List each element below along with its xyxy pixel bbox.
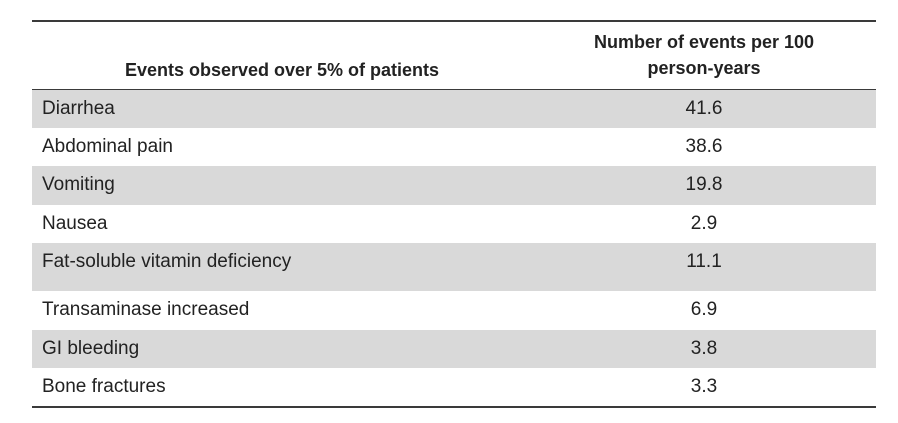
event-rate: 41.6 xyxy=(685,97,723,119)
event-name: Fat-soluble vitamin deficiency xyxy=(42,251,292,272)
header-rate: Number of events per 100 person-years xyxy=(532,21,876,89)
table-row: Transaminase increased 6.9 xyxy=(32,291,876,330)
table-row: Diarrhea 41.6 xyxy=(32,89,876,128)
table-row: Fat-soluble vitamin deficiency 11.1 xyxy=(32,243,876,291)
header-row: Events observed over 5% of patients Numb… xyxy=(32,21,876,89)
table-body: Diarrhea 41.6 Abdominal pain 38.6 Vomiti… xyxy=(32,89,876,407)
table-row: GI bleeding 3.8 xyxy=(32,329,876,368)
table-row: Bone fractures 3.3 xyxy=(32,368,876,407)
event-name: Bone fractures xyxy=(42,375,166,397)
adverse-events-table: Events observed over 5% of patients Numb… xyxy=(32,20,876,408)
event-name: Nausea xyxy=(42,212,108,234)
adverse-events-table-container: Events observed over 5% of patients Numb… xyxy=(32,20,876,408)
header-rate-line2: person-years xyxy=(647,58,761,79)
event-name: Transaminase increased xyxy=(42,299,250,321)
table-header: Events observed over 5% of patients Numb… xyxy=(32,21,876,89)
event-rate: 3.3 xyxy=(690,375,718,397)
event-rate: 19.8 xyxy=(685,174,723,196)
table-row: Nausea 2.9 xyxy=(32,205,876,244)
header-events: Events observed over 5% of patients xyxy=(124,59,440,80)
event-name: Abdominal pain xyxy=(42,135,173,157)
event-name: Vomiting xyxy=(42,174,115,196)
event-rate: 3.8 xyxy=(690,337,718,359)
event-rate: 6.9 xyxy=(690,299,718,321)
event-rate: 38.6 xyxy=(685,135,723,157)
event-name: Diarrhea xyxy=(42,97,115,119)
header-rate-line1: Number of events per 100 xyxy=(593,32,815,53)
event-rate: 11.1 xyxy=(686,251,722,272)
table-row: Vomiting 19.8 xyxy=(32,166,876,205)
table-row: Abdominal pain 38.6 xyxy=(32,128,876,167)
event-rate: 2.9 xyxy=(690,212,718,234)
event-name: GI bleeding xyxy=(42,337,140,359)
